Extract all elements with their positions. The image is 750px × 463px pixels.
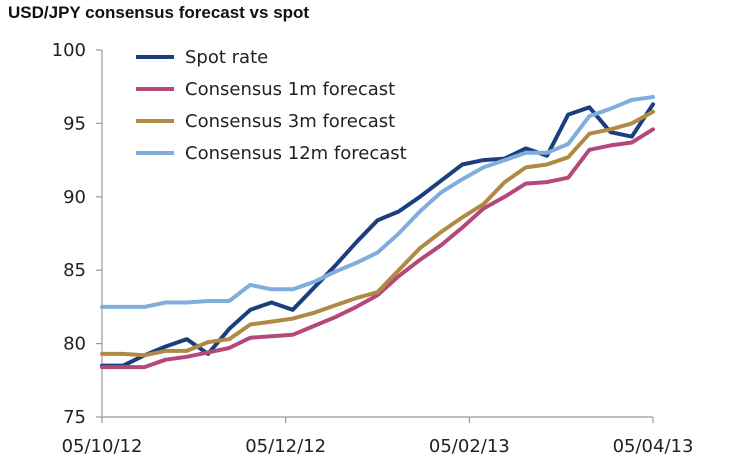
x-tick-label: 05/12/12 <box>245 436 326 457</box>
series-line-3 <box>100 95 655 309</box>
legend-label-2: Consensus 3m forecast <box>185 111 395 132</box>
x-tick-label: 05/02/13 <box>429 436 510 457</box>
y-tick-label: 80 <box>63 334 86 355</box>
y-tick-label: 85 <box>63 260 86 281</box>
x-tick-label: 05/10/12 <box>62 436 143 457</box>
chart-legend: Spot rate Consensus 1m forecast Consensus … <box>136 47 407 164</box>
chart-title: USD/JPY consensus forecast vs spot <box>8 3 310 22</box>
legend-label-0: Spot rate <box>185 47 268 68</box>
chart-lines <box>100 95 655 370</box>
y-tick-label: 75 <box>63 407 86 428</box>
series-line-0 <box>100 102 655 368</box>
x-tick-label: 05/04/13 <box>613 436 694 457</box>
y-tick-label: 90 <box>63 187 86 208</box>
series-line-2 <box>100 109 655 358</box>
legend-label-3: Consensus 12m forecast <box>185 143 407 164</box>
legend-label-1: Consensus 1m forecast <box>185 79 395 100</box>
chart-axes: 75 80 85 90 95 100 05/10/12 05/12/12 05/02/13 05/… <box>52 40 694 457</box>
series-line-1 <box>100 127 655 370</box>
y-tick-label: 95 <box>63 113 86 134</box>
y-tick-label: 100 <box>52 40 86 61</box>
